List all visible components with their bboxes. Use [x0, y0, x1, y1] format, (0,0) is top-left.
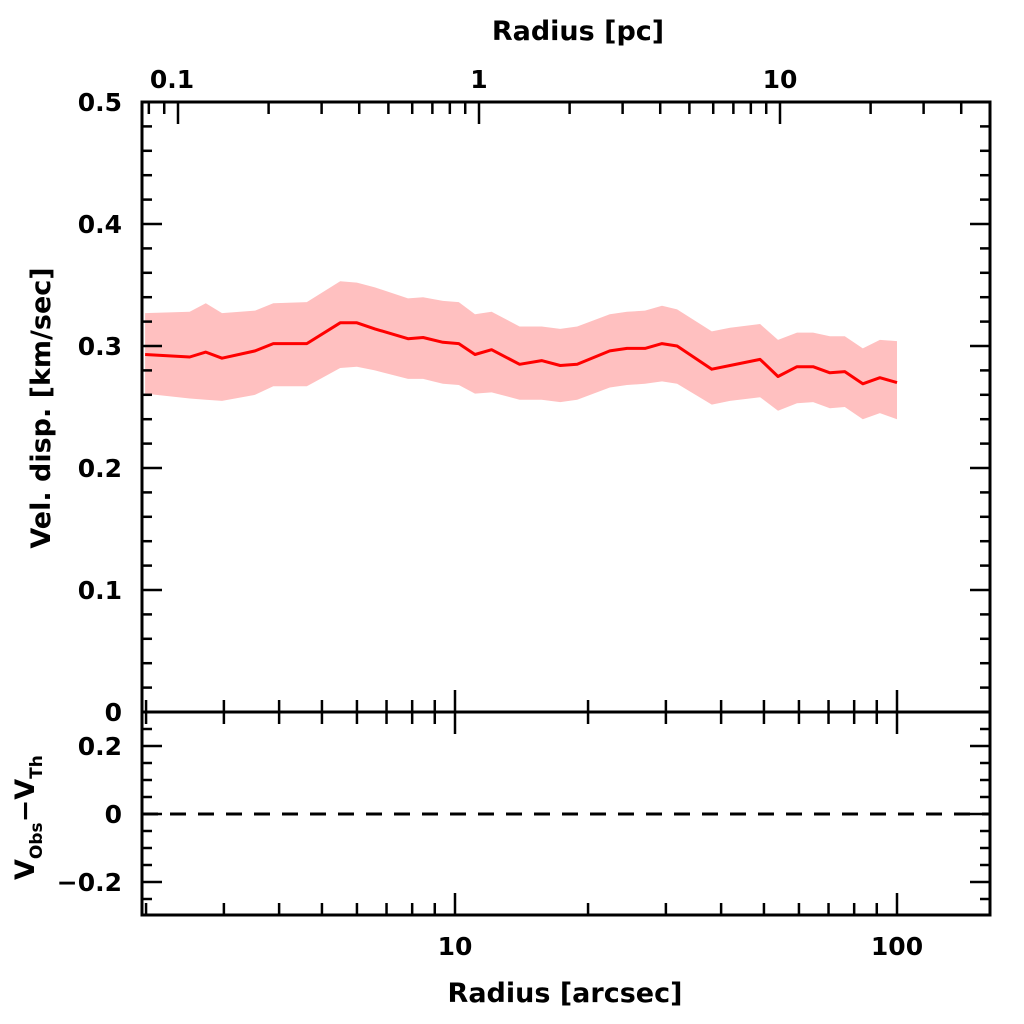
main-y-tick-label: 0.1: [78, 576, 122, 605]
residual-y-tick-label: 0.2: [78, 732, 122, 761]
main-y-tick-label: 0.3: [78, 332, 122, 361]
error-band-layer: [145, 281, 898, 420]
labels-layer: Radius [pc] Radius [arcsec] Vel. disp. […: [10, 16, 682, 1009]
residual-y-axis-title: VObs−VTh: [10, 755, 47, 880]
main-y-tick-label: 0.2: [78, 454, 122, 483]
residual-label-minus-v: −V: [10, 779, 41, 823]
series-line-layer: [144, 321, 898, 386]
residual-label-obs: Obs: [27, 822, 47, 859]
bottom-axis-title: Radius [arcsec]: [448, 978, 683, 1009]
top-x-tick-label: 0.1: [150, 65, 194, 94]
main-y-tick-label: 0.4: [78, 210, 122, 239]
bottom-x-tick-label: 100: [871, 932, 923, 961]
error-band: [145, 281, 898, 420]
residual-label-th: Th: [27, 755, 47, 779]
top-x-tick-label: 1: [470, 65, 487, 94]
residual-y-tick-label: 0: [105, 800, 122, 829]
main-y-tick-label: 0.5: [78, 88, 122, 117]
series-line: [145, 321, 898, 386]
top-axis-title: Radius [pc]: [492, 16, 664, 47]
main-y-tick-label: 0: [105, 698, 122, 727]
residual-label-v: V: [10, 859, 41, 880]
top-x-tick-label: 10: [763, 65, 798, 94]
residual-y-tick-label: −0.2: [57, 868, 122, 897]
bottom-x-tick-label: 10: [438, 932, 473, 961]
main-y-axis-title: Vel. disp. [km/sec]: [26, 267, 57, 548]
axes-layer: 0 0.1 0.2 0.3 0.4 0.5 −0.2 0 0.2 10 100 0.1 1 10: [57, 65, 992, 961]
